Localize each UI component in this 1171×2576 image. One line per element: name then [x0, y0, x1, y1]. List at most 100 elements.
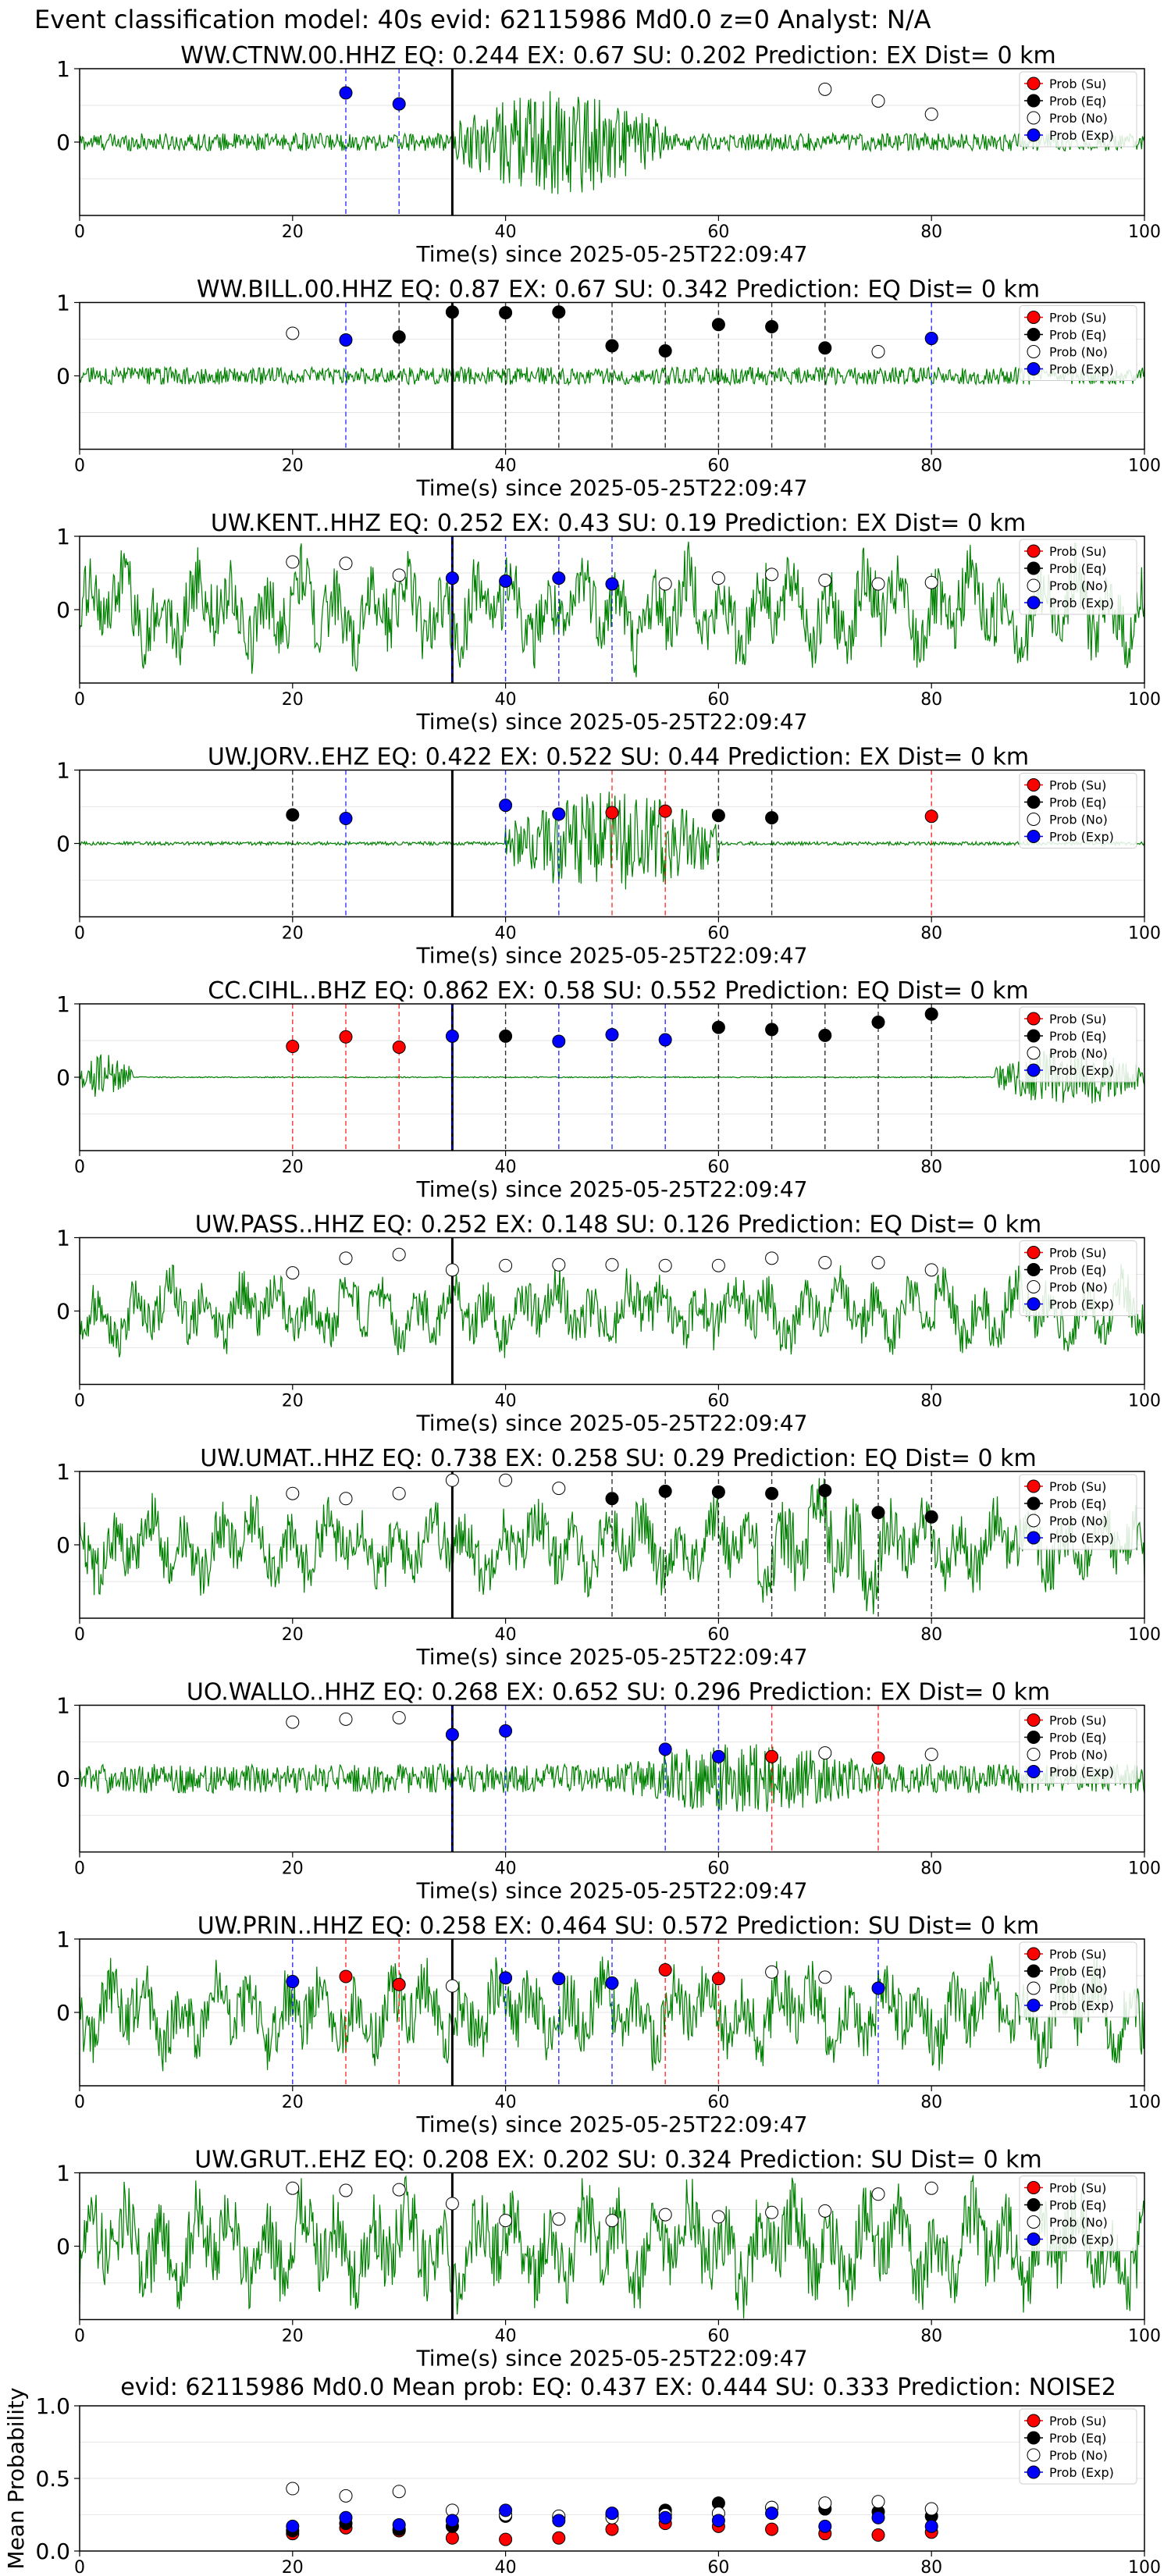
prob-marker-eq — [765, 320, 779, 334]
x-axis-label: Time(s) since 2025-05-25T22:09:47 — [415, 241, 807, 267]
legend-box — [1019, 539, 1137, 615]
prob-marker-eq — [499, 1029, 513, 1043]
y-tick-label: 0 — [56, 2234, 70, 2260]
prob-marker-no — [392, 568, 406, 582]
prob-marker-eq — [711, 1485, 725, 1499]
legend-label-su: Prob (Su) — [1049, 1713, 1106, 1727]
x-tick-label: 80 — [920, 2558, 942, 2576]
legend-marker-exp — [1027, 2233, 1041, 2246]
prob-marker-exp — [658, 1033, 672, 1047]
x-tick-label: 80 — [920, 2327, 942, 2347]
prob-marker-no — [499, 1473, 513, 1487]
y-tick-label: 0 — [56, 831, 70, 857]
y-tick-label: 0 — [56, 364, 70, 390]
legend-box — [1019, 2408, 1137, 2485]
x-tick-label: 40 — [495, 2327, 517, 2347]
y-tick-label: 1.0 — [35, 2393, 70, 2419]
prob-marker-no — [286, 2181, 300, 2195]
panel-title: UW.GRUT..EHZ EQ: 0.208 EX: 0.202 SU: 0.3… — [194, 2147, 1041, 2174]
prob-marker-exp — [552, 1034, 566, 1048]
prob-marker-exp — [605, 1976, 619, 1990]
legend-marker-no — [1027, 2215, 1041, 2229]
legend-marker-eq — [1027, 2198, 1041, 2211]
legend-label-su: Prob (Su) — [1049, 544, 1106, 559]
prob-marker-no — [552, 2212, 566, 2226]
x-tick-label: 100 — [1128, 1625, 1161, 1645]
legend-label-exp: Prob (Exp) — [1049, 361, 1114, 376]
legend-marker-exp — [1027, 1998, 1041, 2012]
x-tick-label: 20 — [282, 2327, 304, 2347]
x-tick-label: 60 — [707, 1158, 729, 1177]
x-tick-label: 0 — [74, 1392, 85, 1411]
prob-marker-exp — [924, 332, 938, 346]
waveform-panel: UW.JORV..EHZ EQ: 0.422 EX: 0.522 SU: 0.4… — [56, 744, 1161, 969]
prob-marker-no — [392, 1486, 406, 1500]
legend-marker-exp — [1027, 362, 1041, 375]
prob-marker-no — [339, 1492, 353, 1506]
prob-marker-exp — [499, 1971, 513, 1985]
legend-marker-su — [1027, 2181, 1041, 2194]
x-tick-label: 0 — [74, 1859, 85, 1879]
legend-marker-exp — [1027, 596, 1041, 610]
x-tick-label: 0 — [74, 2558, 85, 2576]
prob-marker-no — [818, 1970, 832, 1984]
legend-label-no: Prob (No) — [1049, 812, 1108, 827]
legend-box — [1019, 1941, 1137, 2018]
prob-marker-no — [818, 82, 832, 96]
legend-marker-no — [1027, 1748, 1041, 1761]
x-axis-label: Time(s) since 2025-05-25T22:09:47 — [415, 709, 807, 735]
prob-marker-no — [286, 1266, 300, 1280]
prob-marker-no — [871, 1255, 885, 1269]
prob-marker-eq — [871, 1016, 885, 1029]
x-tick-label: 80 — [920, 1625, 942, 1645]
x-axis-label: Time(s) since 2025-05-25T22:09:47 — [415, 475, 807, 501]
prob-marker-su — [392, 1040, 406, 1054]
prob-marker-no — [445, 2197, 459, 2211]
prob-marker-no — [765, 568, 779, 582]
legend-marker-eq — [1027, 1496, 1041, 1510]
legend-marker-no — [1027, 813, 1041, 826]
y-tick-label: 0.0 — [35, 2539, 70, 2564]
x-tick-label: 100 — [1128, 457, 1161, 476]
waveform-trace — [79, 1264, 1145, 1358]
prob-marker-eq — [818, 1483, 832, 1497]
x-axis-label: Time(s) since 2025-05-25T22:09:47 — [415, 1411, 807, 1436]
legend-marker-no — [1027, 1280, 1041, 1293]
prob-marker-su — [392, 1977, 406, 1991]
x-tick-label: 0 — [74, 457, 85, 476]
mean-prob-point-exp — [871, 2510, 885, 2524]
prob-marker-no — [499, 1258, 513, 1272]
legend-label-no: Prob (No) — [1049, 1514, 1108, 1528]
mean-prob-point-su — [499, 2532, 513, 2546]
prob-marker-exp — [499, 574, 513, 588]
mean-prob-point-no — [286, 2482, 300, 2496]
prob-marker-eq — [658, 1484, 672, 1498]
x-tick-label: 60 — [707, 690, 729, 710]
prob-marker-exp — [499, 799, 513, 813]
x-tick-label: 100 — [1128, 2558, 1161, 2576]
y-tick-label: 1 — [56, 1459, 70, 1485]
legend-marker-exp — [1027, 1297, 1041, 1311]
prob-marker-su — [765, 1749, 779, 1763]
mean-prob-point-exp — [711, 2514, 725, 2528]
prob-marker-no — [871, 577, 885, 591]
legend-marker-exp — [1027, 128, 1041, 142]
legend-label-eq: Prob (Eq) — [1049, 795, 1106, 809]
prob-marker-no — [924, 1263, 938, 1277]
prob-marker-no — [818, 2204, 832, 2218]
prob-marker-exp — [445, 1029, 459, 1043]
prob-marker-exp — [499, 1724, 513, 1738]
x-tick-label: 60 — [707, 222, 729, 242]
prob-marker-exp — [286, 1975, 300, 1989]
prob-marker-exp — [445, 1727, 459, 1742]
x-tick-label: 80 — [920, 1158, 942, 1177]
mean-prob-point-su — [552, 2531, 566, 2545]
prob-marker-exp — [605, 577, 619, 591]
y-tick-label: 0 — [56, 1767, 70, 1792]
prob-marker-su — [605, 806, 619, 820]
waveform-panel: UW.UMAT..HHZ EQ: 0.738 EX: 0.258 SU: 0.2… — [56, 1445, 1161, 1670]
mean-prob-point-exp — [392, 2518, 406, 2532]
mean-prob-point-su — [765, 2522, 779, 2536]
panel-title: UW.JORV..EHZ EQ: 0.422 EX: 0.522 SU: 0.4… — [208, 744, 1029, 771]
